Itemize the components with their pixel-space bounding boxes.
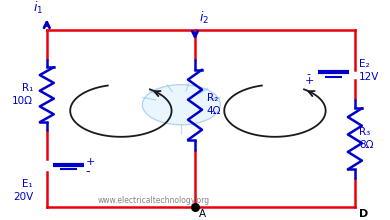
Text: A: A xyxy=(199,209,206,219)
Text: $i_1$: $i_1$ xyxy=(33,0,43,16)
Text: +: + xyxy=(86,157,95,167)
Text: R₂
4Ω: R₂ 4Ω xyxy=(207,93,221,116)
Circle shape xyxy=(142,85,220,125)
Text: R₁
10Ω: R₁ 10Ω xyxy=(12,83,33,106)
Text: www.electricaltechnology.org: www.electricaltechnology.org xyxy=(98,196,210,205)
Text: $i_2$: $i_2$ xyxy=(199,10,209,26)
Text: R₃
8Ω: R₃ 8Ω xyxy=(359,127,373,150)
Text: +: + xyxy=(305,76,314,86)
Text: D: D xyxy=(359,209,368,219)
Text: -: - xyxy=(86,165,90,178)
Text: -: - xyxy=(306,69,310,79)
Text: E₁
20V: E₁ 20V xyxy=(13,179,33,202)
Text: E₂
12V: E₂ 12V xyxy=(359,59,379,82)
